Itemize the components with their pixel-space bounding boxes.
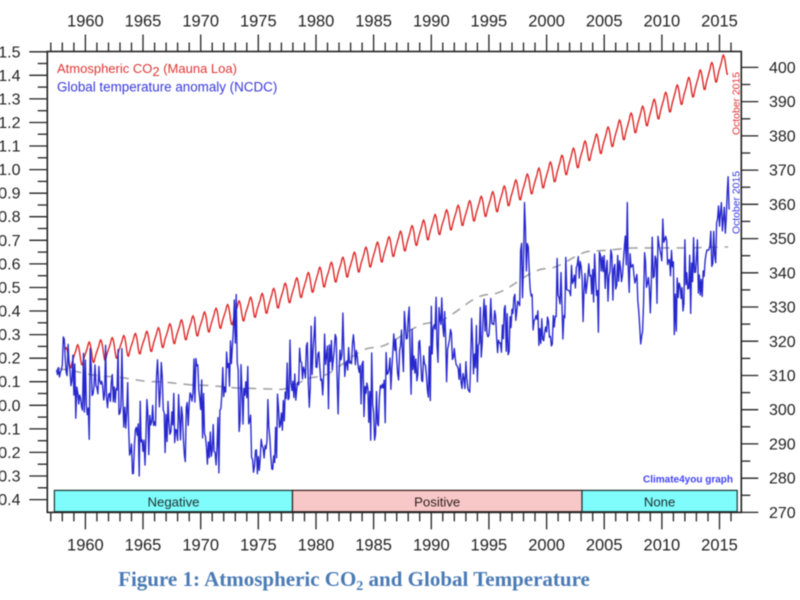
svg-text:1975: 1975 [240,537,277,555]
svg-text:310: 310 [769,368,796,385]
svg-text:360: 360 [769,197,796,214]
svg-text:1.3: 1.3 [0,91,21,108]
svg-text:2010: 2010 [644,537,681,555]
svg-text:0.6: 0.6 [0,256,21,273]
svg-text:1.2: 1.2 [0,115,21,132]
svg-text:1995: 1995 [471,537,508,555]
svg-text:350: 350 [769,231,796,248]
svg-text:Figure 1: Atmospheric CO2 and: Figure 1: Atmospheric CO2 and Global Tem… [118,567,590,594]
svg-text:0.0: 0.0 [0,398,21,415]
svg-text:1.1: 1.1 [0,139,21,156]
svg-text:1990: 1990 [413,537,450,555]
svg-text:2015: 2015 [701,537,738,555]
svg-text:October 2015: October 2015 [732,72,743,135]
svg-text:340: 340 [769,265,796,282]
svg-text:1.5: 1.5 [0,44,21,61]
svg-text:October 2015: October 2015 [732,171,743,234]
svg-text:2010: 2010 [644,13,681,31]
svg-text:1.4: 1.4 [0,68,21,85]
svg-text:390: 390 [769,94,796,111]
svg-text:2015: 2015 [701,13,738,31]
svg-text:1985: 1985 [355,13,392,31]
svg-text:0.7: 0.7 [0,233,21,250]
svg-text:1980: 1980 [298,13,335,31]
svg-text:None: None [644,495,676,510]
svg-text:1990: 1990 [413,13,450,31]
svg-text:1995: 1995 [471,13,508,31]
svg-text:0.4: 0.4 [0,304,21,321]
svg-text:Climate4you graph: Climate4you graph [643,475,733,486]
svg-text:0.5: 0.5 [0,280,21,297]
svg-text:1965: 1965 [125,13,162,31]
svg-text:Atmospheric CO2 (Mauna Loa): Atmospheric CO2 (Mauna Loa) [57,61,237,79]
svg-text:Negative: Negative [147,495,199,510]
svg-text:370: 370 [769,163,796,180]
svg-text:400: 400 [769,60,796,77]
svg-text:1960: 1960 [67,537,104,555]
svg-text:1970: 1970 [182,13,219,31]
svg-text:280: 280 [769,471,796,488]
svg-text:0.3: 0.3 [0,327,21,344]
svg-text:1985: 1985 [355,537,392,555]
svg-text:1980: 1980 [298,537,335,555]
svg-text:1.0: 1.0 [0,162,21,179]
svg-text:Positive: Positive [414,495,460,510]
svg-text:Global temperature anomaly (NC: Global temperature anomaly (NCDC) [57,80,277,95]
svg-text:1975: 1975 [240,13,277,31]
svg-text:300: 300 [769,402,796,419]
svg-text:320: 320 [769,334,796,351]
svg-text:1965: 1965 [125,537,162,555]
svg-text:0.8: 0.8 [0,209,21,226]
svg-text:-0.1: -0.1 [0,421,21,438]
svg-text:270: 270 [769,505,796,522]
svg-text:290: 290 [769,436,796,453]
svg-text:1970: 1970 [182,537,219,555]
svg-text:-0.2: -0.2 [0,445,21,462]
svg-text:1960: 1960 [67,13,104,31]
svg-text:330: 330 [769,300,796,317]
svg-text:0.9: 0.9 [0,186,21,203]
svg-text:-0.4: -0.4 [0,492,21,509]
svg-text:0.1: 0.1 [0,374,21,391]
svg-text:2005: 2005 [586,13,623,31]
svg-text:-0.3: -0.3 [0,469,21,486]
svg-text:2005: 2005 [586,537,623,555]
svg-text:380: 380 [769,128,796,145]
svg-text:2000: 2000 [528,537,565,555]
svg-text:2000: 2000 [528,13,565,31]
svg-text:0.2: 0.2 [0,351,21,368]
